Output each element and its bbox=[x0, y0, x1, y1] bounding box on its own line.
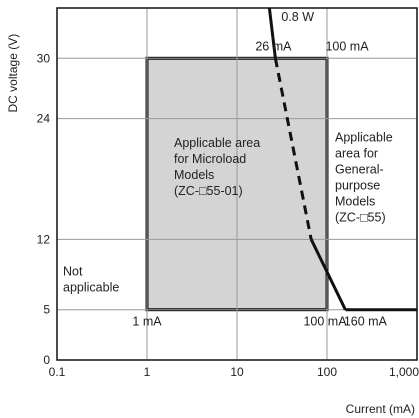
power-line-bottom bbox=[309, 238, 347, 311]
region-general-purpose-line-4: purpose bbox=[335, 179, 380, 193]
region-general-purpose-line-3: General- bbox=[335, 163, 384, 177]
region-general-purpose-line-6: (ZC-□55) bbox=[335, 211, 386, 225]
region-not-applicable-line-2: applicable bbox=[63, 281, 119, 295]
region-microload-line-2: for Microload bbox=[174, 152, 246, 166]
region-general-purpose-line-5: Models bbox=[335, 195, 375, 209]
region-microload-line-4: (ZC-□55-01) bbox=[174, 184, 243, 198]
y-axis-label: DC voltage (V) bbox=[6, 34, 20, 113]
region-microload-line-3: Models bbox=[174, 168, 214, 182]
y-tick-label-30: 30 bbox=[37, 51, 51, 65]
region-microload-line-1: Applicable area bbox=[174, 136, 260, 150]
x-tick-label-1: 1 bbox=[144, 365, 151, 379]
x-tick-label-1,000: 1,000 bbox=[389, 365, 419, 379]
region-not-applicable-line-1: Not bbox=[63, 265, 83, 279]
x-tick-label-100: 100 bbox=[317, 365, 337, 379]
region-general-purpose-line-1: Applicable bbox=[335, 131, 393, 145]
plot-frame bbox=[56, 7, 418, 361]
annotation-current-160: 160 mA bbox=[344, 315, 388, 329]
y-tick-label-0: 0 bbox=[43, 353, 50, 367]
y-tick-label-12: 12 bbox=[37, 232, 51, 246]
power-line-top bbox=[267, 7, 277, 59]
y-tick-label-5: 5 bbox=[43, 303, 50, 317]
annotation-current-100-top: 100 mA bbox=[325, 39, 369, 53]
power-line-dashed bbox=[273, 57, 313, 240]
region-general-purpose-line-2: area for bbox=[335, 147, 378, 161]
x-tick-label-0.1: 0.1 bbox=[49, 365, 66, 379]
annotation-power: 0.8 W bbox=[281, 10, 314, 24]
y-tick-label-24: 24 bbox=[37, 112, 51, 126]
annotation-current-26: 26 mA bbox=[255, 39, 292, 53]
x-tick-label-10: 10 bbox=[230, 365, 244, 379]
annotation-current-1: 1 mA bbox=[132, 315, 162, 329]
x-axis-label: Current (mA) bbox=[346, 402, 415, 416]
annotation-current-100-bottom: 100 mA bbox=[303, 315, 347, 329]
